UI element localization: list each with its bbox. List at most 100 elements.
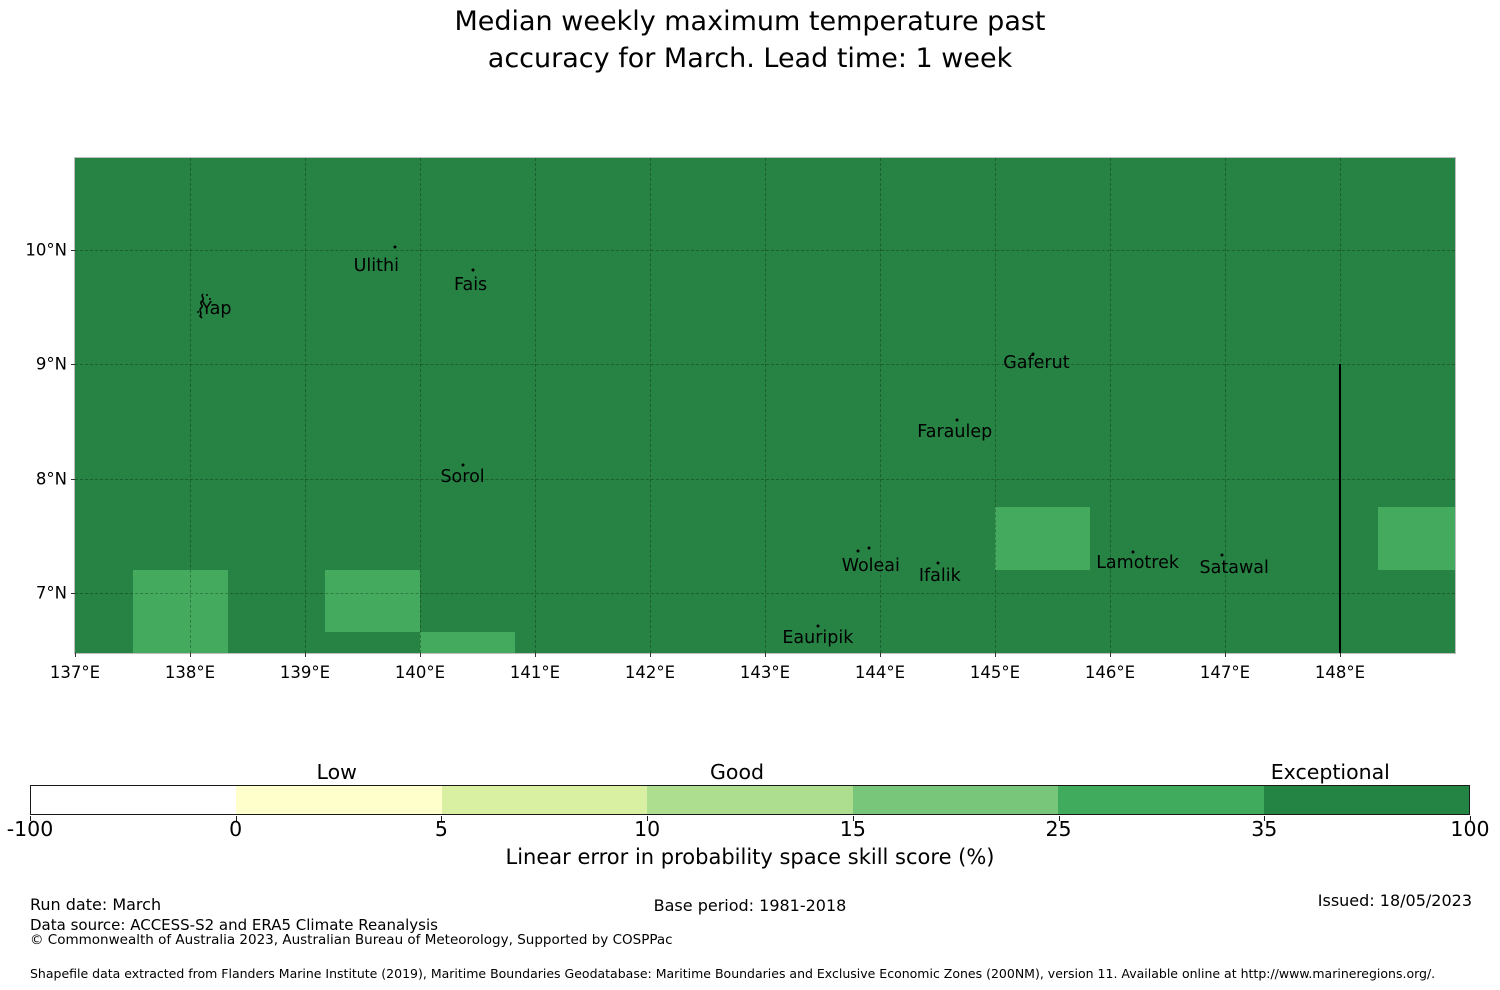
- x-axis-tick: [535, 653, 536, 657]
- colorbar-tickmark: [647, 816, 649, 821]
- x-axis-tick: [1225, 653, 1226, 657]
- gridline-meridian: [1110, 158, 1111, 653]
- island-dot-woleai: [867, 546, 870, 550]
- x-axis-tick: [305, 653, 306, 657]
- skill-cell-25-35: [324, 570, 420, 633]
- island-label-satawal: Satawal: [1199, 557, 1269, 578]
- footer-shapefile-attribution: Shapefile data extracted from Flanders M…: [30, 966, 1436, 981]
- colorbar-axis-label: Linear error in probability space skill …: [505, 845, 995, 869]
- island-label-faraulep: Faraulep: [917, 421, 993, 442]
- yap-island-shape: [194, 292, 214, 324]
- x-axis-ticklabel: 140°E: [394, 663, 446, 682]
- colorbar-category-low: Low: [316, 760, 357, 784]
- gridline-meridian: [765, 158, 766, 653]
- footer-base-period: Base period: 1981-2018: [653, 896, 847, 915]
- colorbar-category-good: Good: [710, 760, 765, 784]
- x-axis-ticklabel: 146°E: [1084, 663, 1136, 682]
- x-axis-ticklabel: 145°E: [969, 663, 1021, 682]
- gridline-meridian: [995, 158, 996, 653]
- footer-data-source: Data source: ACCESS-S2 and ERA5 Climate …: [30, 916, 438, 934]
- footer-issued-date: Issued: 18/05/2023: [1317, 891, 1472, 910]
- island-label-sorol: Sorol: [440, 467, 485, 488]
- island-dot-sorol: [461, 463, 465, 467]
- colorbar-category-exceptional: Exceptional: [1270, 760, 1390, 784]
- island-label-yap: Yap: [201, 299, 232, 320]
- island-dot-woleai: [856, 549, 860, 553]
- gridline-meridian: [190, 158, 191, 653]
- colorbar-ticklabel: 0: [229, 817, 243, 841]
- colorbar-segment: [1058, 786, 1264, 814]
- x-axis-tick: [650, 653, 651, 657]
- chart-title-line2: accuracy for March. Lead time: 1 week: [487, 43, 1013, 74]
- x-axis-ticklabel: 139°E: [279, 663, 331, 682]
- map-frame: Yap Ulithi Fais Sorol Gaferut Faraulep Woleai I…: [25, 157, 1456, 682]
- colorbar-ticklabel: 15: [839, 817, 866, 841]
- x-axis-ticklabel: 147°E: [1199, 663, 1251, 682]
- x-axis-ticklabel: 148°E: [1314, 663, 1366, 682]
- colorbar-tickmark: [441, 816, 443, 821]
- footer-copyright: © Commonwealth of Australia 2023, Austra…: [30, 932, 673, 948]
- x-axis-ticklabel: 141°E: [509, 663, 561, 682]
- x-axis-ticklabel: 144°E: [854, 663, 906, 682]
- gridline-parallel: [75, 593, 1455, 595]
- x-axis-tick: [995, 653, 996, 657]
- chart-title: Median weekly maximum temperature past a…: [0, 3, 1500, 77]
- colorbar-segment: [31, 786, 237, 814]
- island-label-fais: Fais: [454, 275, 488, 296]
- colorbar: [30, 785, 1470, 815]
- skill-cell-25-35: [1377, 507, 1455, 571]
- skill-cell-25-35: [132, 570, 228, 653]
- colorbar-ticklabel: 100: [1450, 817, 1490, 841]
- island-label-lamotrek: Lamotrek: [1096, 553, 1179, 574]
- island-label-ifalik: Ifalik: [918, 565, 961, 586]
- x-axis-tick: [420, 653, 421, 657]
- chart-title-line1: Median weekly maximum temperature past: [454, 6, 1046, 37]
- y-axis-tick: [71, 593, 75, 595]
- skill-cell-25-35: [995, 507, 1091, 571]
- colorbar-tickmark: [235, 816, 237, 821]
- y-axis-ticklabel: 7°N: [35, 583, 67, 603]
- colorbar-ticklabel: 35: [1251, 817, 1278, 841]
- colorbar-segment: [647, 786, 853, 814]
- island-dot-fais: [471, 268, 475, 272]
- x-axis-tick: [880, 653, 881, 657]
- colorbar-tickmark: [30, 816, 31, 821]
- x-axis-ticklabel: 142°E: [624, 663, 676, 682]
- island-dot-gaferut: [1031, 352, 1035, 356]
- island-dot-lamotrek: [1131, 550, 1135, 554]
- colorbar-segment: [441, 786, 648, 814]
- colorbar-tickmark: [1058, 816, 1060, 821]
- colorbar-ticklabel: -100: [6, 817, 54, 841]
- x-axis-ticklabel: 143°E: [739, 663, 791, 682]
- x-axis-tick: [1110, 653, 1111, 657]
- x-axis-tick: [1340, 653, 1341, 657]
- island-label-ulithi: Ulithi: [353, 255, 399, 276]
- x-axis-ticklabel: 138°E: [164, 663, 216, 682]
- eez-boundary-line: [1339, 364, 1341, 653]
- y-axis-ticklabel: 9°N: [35, 354, 67, 374]
- gridline-meridian: [535, 158, 536, 653]
- x-axis-tick: [765, 653, 766, 657]
- island-label-eauripik: Eauripik: [782, 627, 854, 648]
- island-dot-eauripik: [816, 624, 820, 628]
- gridline-meridian: [420, 158, 421, 653]
- colorbar-ticklabel: 10: [634, 817, 661, 841]
- island-dot-ifalik: [936, 561, 939, 565]
- colorbar-tickmark: [1470, 816, 1471, 821]
- island-label-woleai: Woleai: [841, 555, 900, 576]
- colorbar-segment: [1263, 786, 1469, 814]
- island-dot-ulithi: [393, 245, 397, 249]
- colorbar-tickmark: [1264, 816, 1266, 821]
- gridline-meridian: [880, 158, 881, 653]
- x-axis-tick: [190, 653, 191, 657]
- x-axis-tick: [75, 653, 76, 657]
- skill-cell-25-35: [420, 632, 516, 653]
- y-axis-ticklabel: 10°N: [25, 240, 67, 260]
- x-axis-ticklabel: 137°E: [49, 663, 101, 682]
- y-axis-ticklabel: 8°N: [35, 469, 67, 489]
- map-plot: Yap Ulithi Fais Sorol Gaferut Faraulep Woleai I…: [74, 157, 1456, 654]
- gridline-parallel: [75, 364, 1455, 366]
- colorbar-tickmark: [852, 816, 854, 821]
- colorbar-ticklabel: 5: [434, 817, 448, 841]
